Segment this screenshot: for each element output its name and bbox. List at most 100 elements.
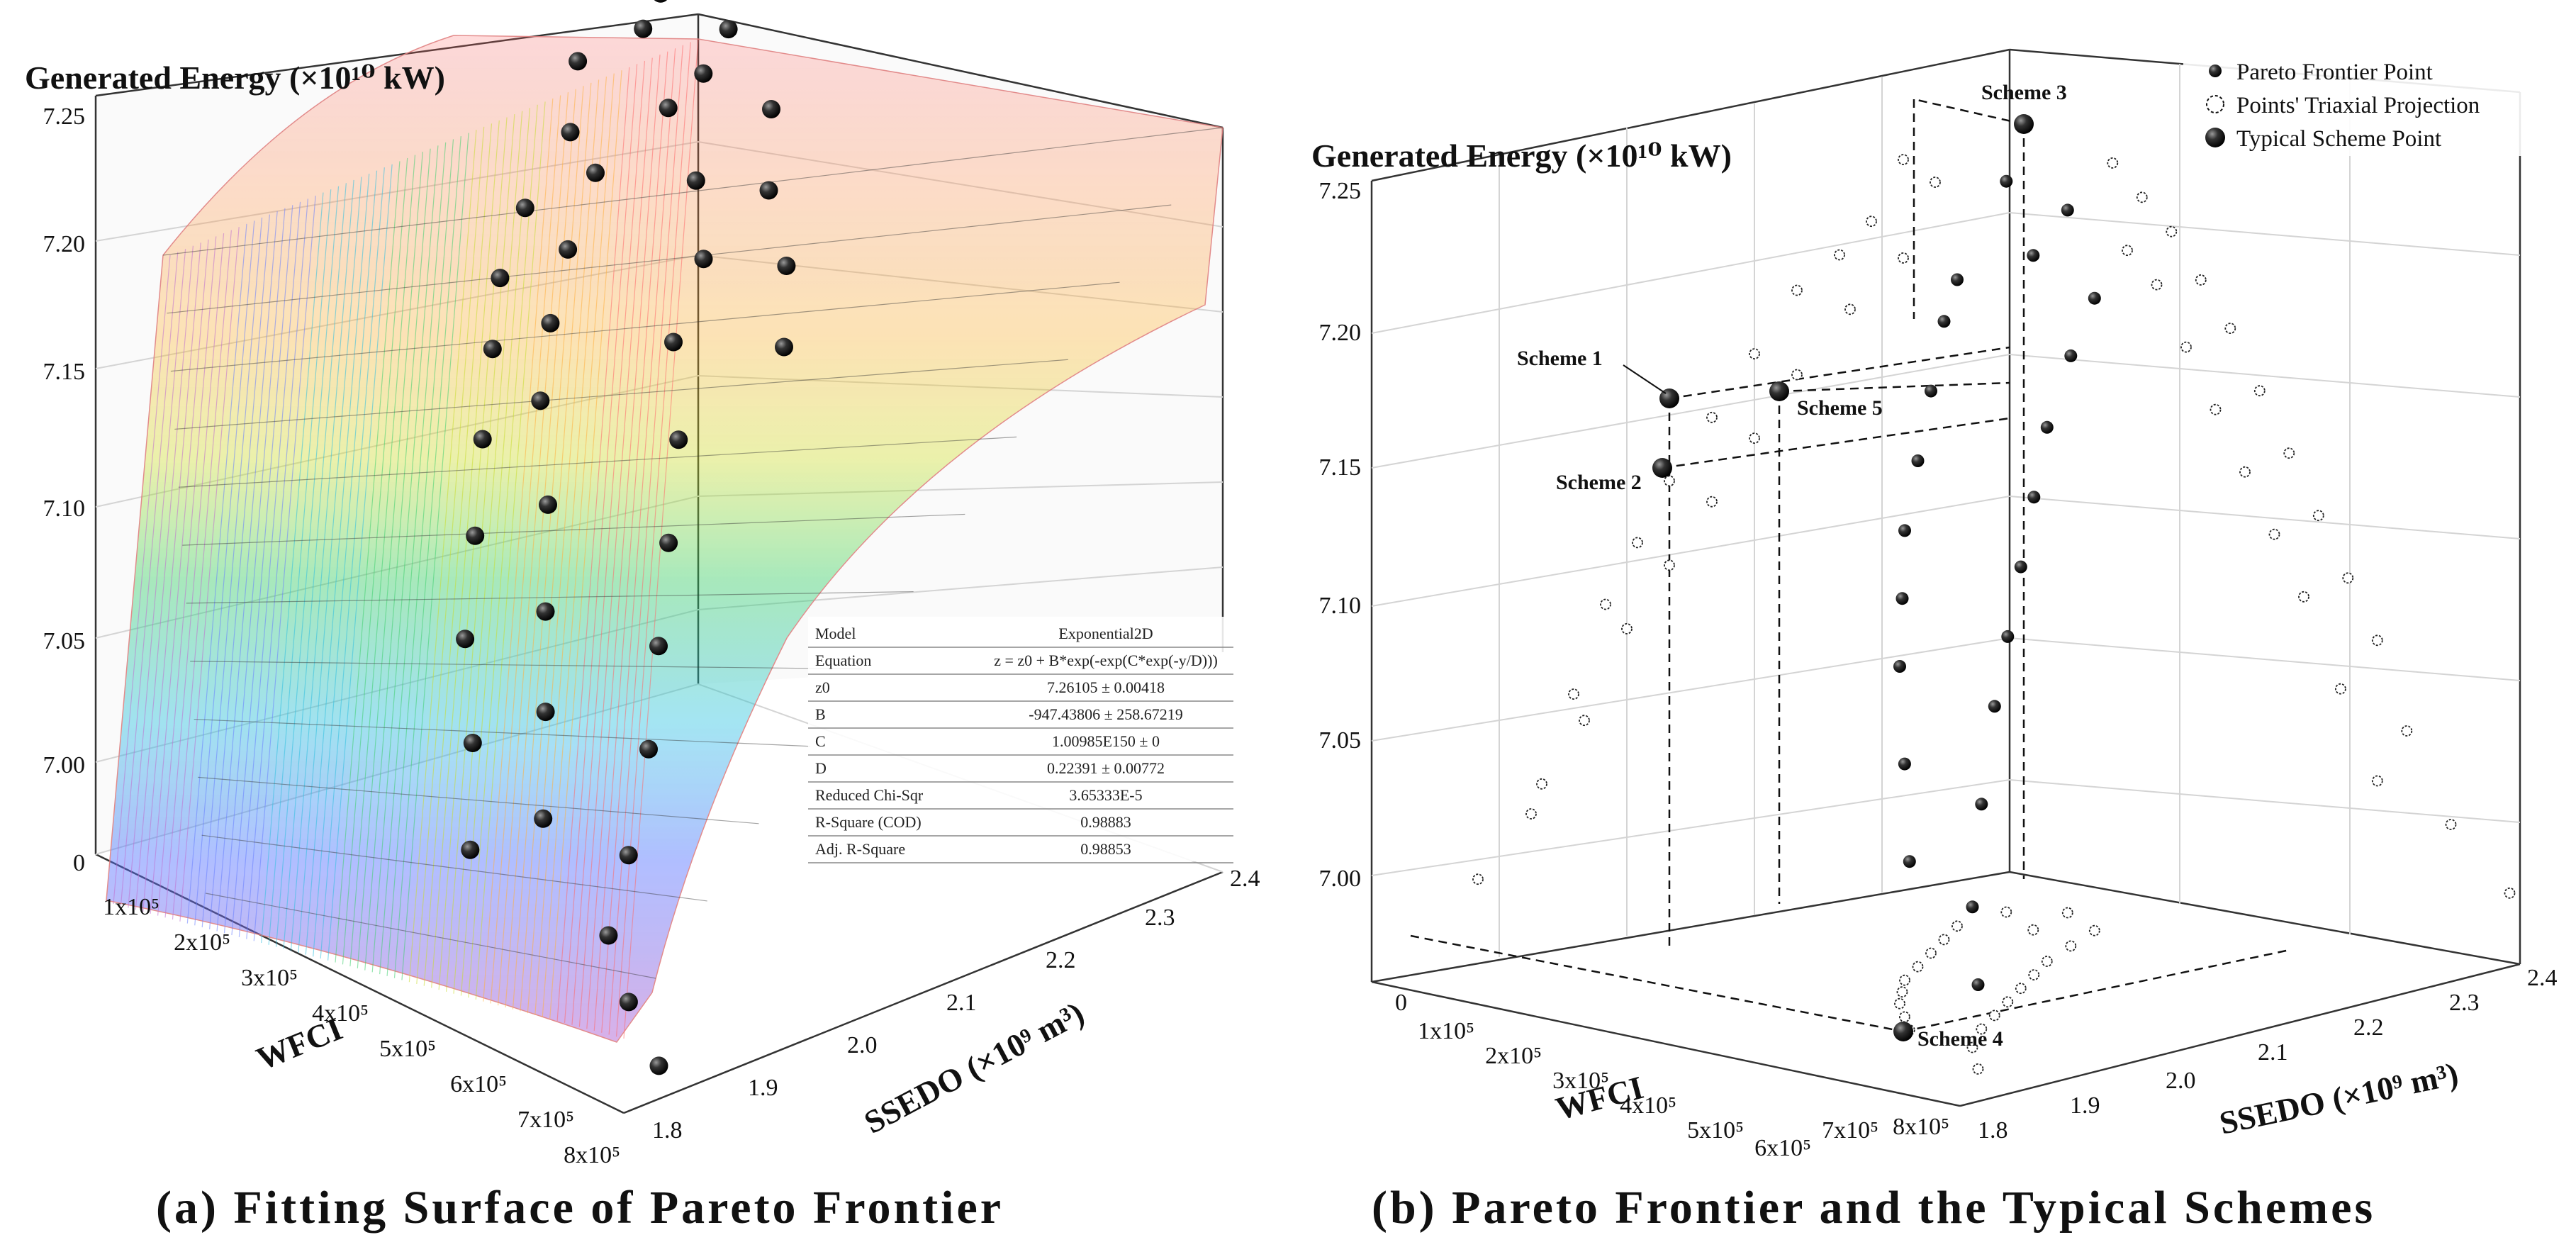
panel-b-pareto-frontier: Scheme 1 Scheme 2 Scheme 3 Scheme 4 Sche… <box>1311 48 2558 1234</box>
wall-projection-point <box>2342 572 2354 584</box>
pareto-point <box>483 340 502 359</box>
fit-table-param-name: R-Square (COD) <box>815 813 922 831</box>
surface-mesh-line <box>586 55 661 1029</box>
frontier-point <box>1971 978 1985 991</box>
surface-contour-line <box>178 436 1017 488</box>
surface-contour-line <box>201 834 707 902</box>
legend-scheme-marker <box>2205 128 2225 147</box>
wall-projection-point <box>2504 887 2516 899</box>
surface-mesh-line <box>150 239 209 914</box>
floor-projection-point <box>1951 920 1963 932</box>
side-projection-point <box>1898 252 1909 264</box>
surface-mesh-line <box>542 73 615 1017</box>
surface-mesh-line <box>253 195 316 941</box>
a-y-tick: 2.1 <box>946 990 977 1016</box>
fit-table-param-value: Exponential2D <box>1058 625 1153 642</box>
surface-mesh-line <box>164 233 225 918</box>
side-projection-point <box>1621 623 1633 634</box>
a-x-tick: 5x10⁵ <box>379 1036 436 1062</box>
a-z-tick: 0 <box>73 850 85 876</box>
b-z-tick: 7.05 <box>1319 727 1362 754</box>
surface-mesh-line <box>475 101 546 1000</box>
frontier-point <box>1898 524 1911 537</box>
surface-contour-line <box>198 776 759 824</box>
floor-projection-point <box>1976 1023 1988 1035</box>
surface-mesh-line <box>498 92 569 1006</box>
surface-mesh-line <box>364 148 431 971</box>
frontier-point <box>2040 420 2054 434</box>
frontier-point <box>2027 249 2040 262</box>
a-y-tick: 2.0 <box>847 1032 878 1058</box>
scheme-2-point <box>1652 458 1672 478</box>
side-projection-point <box>1579 715 1590 727</box>
side-projection-point <box>1525 808 1537 820</box>
surface-mesh-line <box>238 201 301 937</box>
surface-mesh-line <box>298 177 362 953</box>
pareto-point <box>541 313 560 332</box>
floor-projection-point <box>2065 940 2077 952</box>
surface-contour-line <box>170 281 1120 372</box>
fit-table-param-name: B <box>815 705 826 723</box>
panel-b-z-axis-title: Generated Energy (×10¹⁰ kW) <box>1311 138 1732 174</box>
pareto-point <box>659 99 678 118</box>
side-projection-point <box>1749 348 1760 360</box>
fit-table-param-name: z0 <box>815 678 830 696</box>
pareto-point <box>561 123 580 142</box>
floor-projection-point <box>2041 956 2053 967</box>
side-projection-point <box>1791 369 1803 381</box>
a-x-tick: 6x10⁵ <box>450 1071 507 1097</box>
pareto-point <box>654 0 668 3</box>
scheme-3-label: Scheme 3 <box>1981 81 2067 104</box>
surface-mesh-line <box>349 155 416 967</box>
fit-table-param-value: 7.26105 ± 0.00418 <box>1047 678 1165 696</box>
floor-projection-point <box>1899 974 1910 986</box>
a-z-tick: 7.00 <box>43 752 86 778</box>
wall-projection-point <box>2371 634 2383 647</box>
surface-mesh-line <box>357 152 423 968</box>
fit-table-param-value: 0.22391 ± 0.00772 <box>1047 759 1165 777</box>
floor-projection-point <box>2028 969 2040 980</box>
pareto-point <box>669 430 688 449</box>
wall-projection-point <box>2268 528 2280 540</box>
b-z-tick: 7.15 <box>1319 454 1362 481</box>
side-projection-point <box>1930 177 1941 188</box>
panel-b-caption: (b) Pareto Frontier and the Typical Sche… <box>1372 1182 2375 1234</box>
panel-a-fitting-surface: 7.25 7.20 7.15 7.10 7.05 7.00 0 Generate… <box>25 0 1260 1234</box>
frontier-point <box>1951 273 1964 286</box>
surface-mesh-line <box>194 220 255 926</box>
pareto-point <box>694 64 713 83</box>
a-z-tick: 7.20 <box>43 231 86 257</box>
wall-projection-point <box>2210 403 2222 415</box>
wall-projection-point <box>2136 191 2148 203</box>
panel-a-z-ticks: 7.25 7.20 7.15 7.10 7.05 7.00 0 <box>43 104 86 876</box>
floor-projection-point <box>1972 1063 1984 1075</box>
b-z-tick: 7.10 <box>1319 593 1362 619</box>
b-x-tick: 1x10⁵ <box>1418 1018 1474 1044</box>
surface-mesh-line <box>128 249 186 908</box>
panel-a-y-axis-title: SSEDO (×10⁹ m³) <box>858 995 1090 1141</box>
panel-a-y-ticks: 1.8 1.9 2.0 2.1 2.2 2.3 2.4 <box>652 866 1260 1143</box>
floor-projection-point <box>2000 906 2012 918</box>
surface-mesh-line <box>408 130 477 983</box>
b-z-tick: 7.00 <box>1319 866 1362 892</box>
floor-projection-point <box>1898 1011 1910 1023</box>
panel-b-z-ticks: 7.25 7.20 7.15 7.10 7.05 7.00 <box>1319 178 1362 892</box>
b-z-tick: 7.25 <box>1319 178 1362 204</box>
surface-mesh-line <box>564 64 638 1024</box>
a-x-tick: 1x10⁵ <box>103 894 159 920</box>
a-x-tick: 3x10⁵ <box>241 965 298 991</box>
panel-b-legend: Pareto Frontier Point Points' Triaxial P… <box>2183 50 2552 156</box>
legend-projection-label: Points' Triaxial Projection <box>2236 93 2480 118</box>
a-z-tick: 7.15 <box>43 359 86 385</box>
surface-mesh-line <box>283 183 347 949</box>
frontier-point <box>1895 592 1909 605</box>
legend-frontier-marker <box>2209 65 2222 77</box>
side-projection-point <box>1866 216 1877 228</box>
surface-mesh-line <box>608 45 684 1035</box>
frontier-point <box>2000 174 2013 188</box>
surface-contour-line <box>174 359 1068 430</box>
b-y-tick: 1.9 <box>2070 1092 2100 1119</box>
frontier-point <box>2064 349 2078 362</box>
side-projection-point <box>1834 249 1845 261</box>
b-x-tick: 3x10⁵ <box>1552 1068 1609 1094</box>
